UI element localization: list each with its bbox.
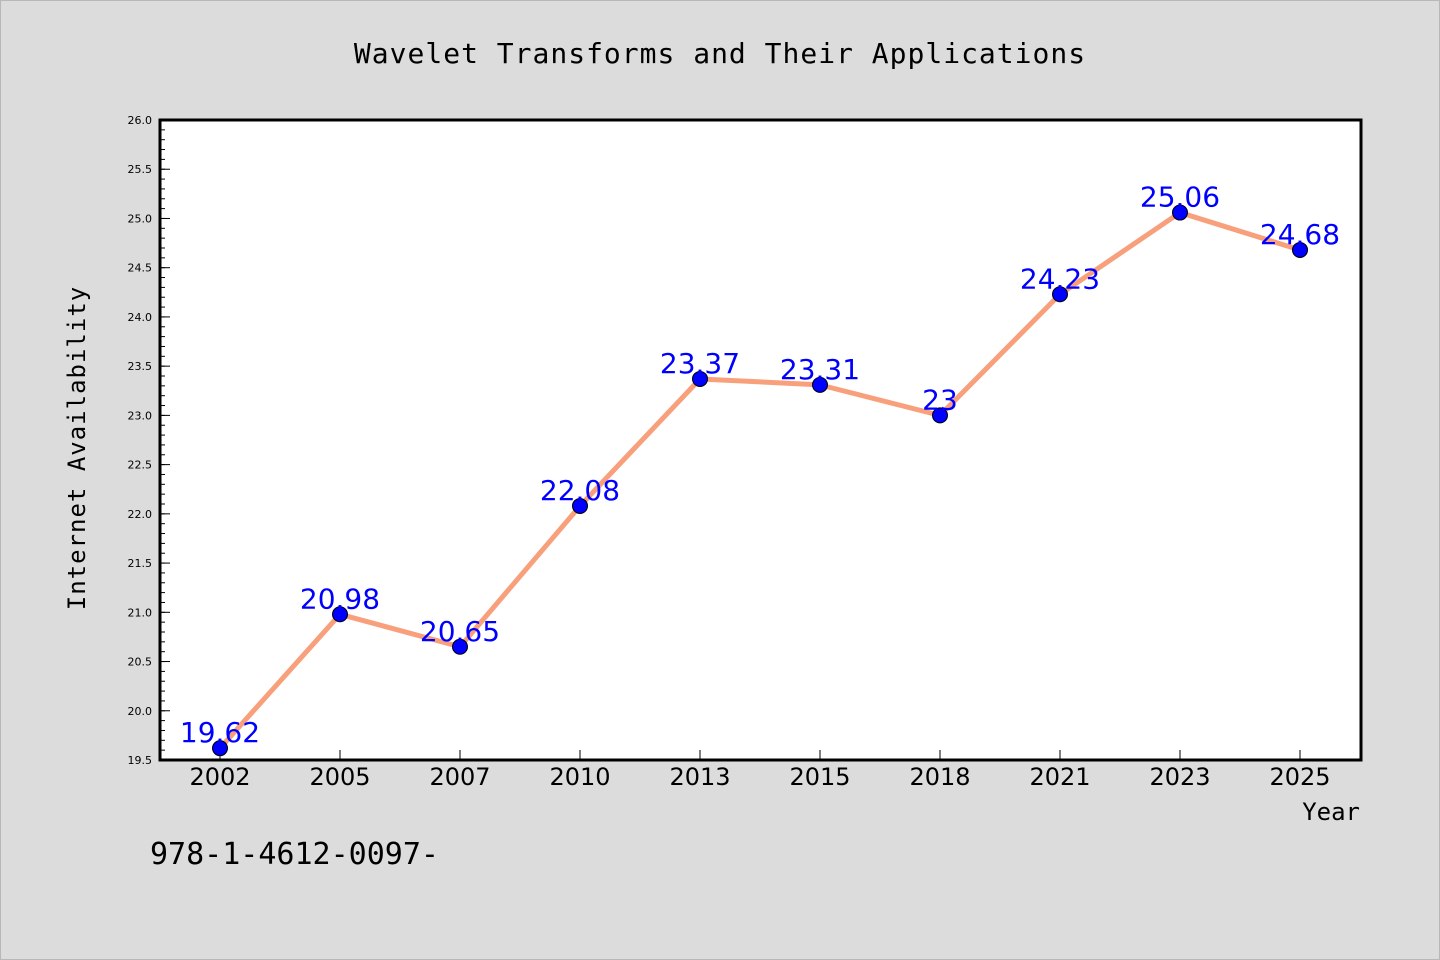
y-tick-label: 25.0 — [128, 212, 153, 225]
x-tick-label: 2007 — [429, 763, 490, 791]
chart-title: Wavelet Transforms and Their Application… — [354, 37, 1086, 70]
footer-text: 978-1-4612-0097- — [150, 837, 439, 872]
x-tick-label: 2021 — [1029, 763, 1090, 791]
y-tick-label: 26.0 — [128, 114, 153, 127]
y-tick-label: 22.0 — [128, 508, 153, 521]
y-tick-label: 24.5 — [128, 262, 153, 275]
y-tick-label: 21.0 — [128, 606, 153, 619]
y-tick-label: 24.0 — [128, 311, 153, 324]
y-tick-label: 20.5 — [128, 656, 153, 669]
y-tick-label: 23.5 — [128, 360, 153, 373]
x-tick-label: 2023 — [1149, 763, 1210, 791]
data-label: 23.37 — [660, 347, 740, 380]
data-label: 23.31 — [780, 353, 860, 386]
x-tick-label: 2015 — [789, 763, 850, 791]
data-point — [692, 370, 708, 387]
data-label: 20.65 — [420, 615, 500, 648]
data-label: 23 — [922, 383, 958, 416]
y-axis-label: Internet Availability — [63, 286, 91, 610]
data-point — [572, 497, 588, 514]
data-label: 24.68 — [1260, 218, 1340, 251]
data-label: 20.98 — [300, 582, 380, 615]
y-tick-label: 25.5 — [128, 163, 153, 176]
y-tick-label: 23.0 — [128, 409, 153, 422]
y-tick-label: 19.5 — [128, 754, 153, 767]
y-tick-label: 21.5 — [128, 557, 153, 570]
y-tick-label: 20.0 — [128, 705, 153, 718]
data-point — [332, 606, 348, 623]
data-label: 25.06 — [1140, 181, 1220, 214]
y-tick-label: 22.5 — [128, 459, 153, 472]
x-tick-label: 2005 — [309, 763, 370, 791]
data-label: 24.23 — [1020, 262, 1100, 295]
series-line — [217, 210, 1303, 751]
data-point — [1172, 204, 1188, 221]
x-tick-label: 2002 — [189, 763, 250, 791]
data-label: 22.08 — [540, 474, 620, 507]
data-point — [1052, 286, 1068, 303]
x-axis-label: Year — [1302, 798, 1360, 826]
data-point — [1292, 241, 1308, 258]
x-tick-label: 2018 — [909, 763, 970, 791]
data-point — [932, 407, 948, 424]
data-point — [452, 638, 468, 655]
data-point — [812, 376, 828, 393]
x-tick-label: 2010 — [549, 763, 610, 791]
data-point — [212, 740, 228, 757]
data-label: 19.62 — [180, 716, 260, 749]
x-tick-label: 2025 — [1269, 763, 1330, 791]
x-tick-label: 2013 — [669, 763, 730, 791]
